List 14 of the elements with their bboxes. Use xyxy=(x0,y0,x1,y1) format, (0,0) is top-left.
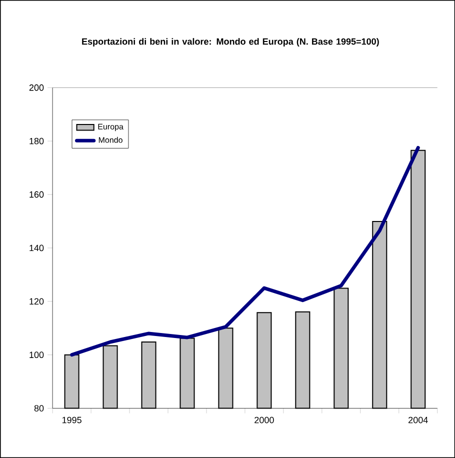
x-tick-label: 2000 xyxy=(254,416,274,424)
y-tick-label: 100 xyxy=(30,352,44,358)
y-tick-label: 180 xyxy=(30,138,44,144)
legend-label: Mondo xyxy=(98,136,122,143)
line-series xyxy=(70,146,420,357)
y-tick-label: 80 xyxy=(34,405,44,412)
y-tick-label: 140 xyxy=(30,244,44,252)
y-tick-label: 120 xyxy=(30,298,44,305)
x-tick-label: 1995 xyxy=(62,416,82,424)
y-tick-label: 160 xyxy=(30,191,44,198)
legend-label: Europa xyxy=(98,124,124,132)
x-tick-label: 2004 xyxy=(408,416,428,424)
y-tick-label: 200 xyxy=(29,84,44,91)
chart-title: Esportazioni di beni in valore: Mondo ed Europa (N. Base 1995=100) xyxy=(82,38,379,46)
